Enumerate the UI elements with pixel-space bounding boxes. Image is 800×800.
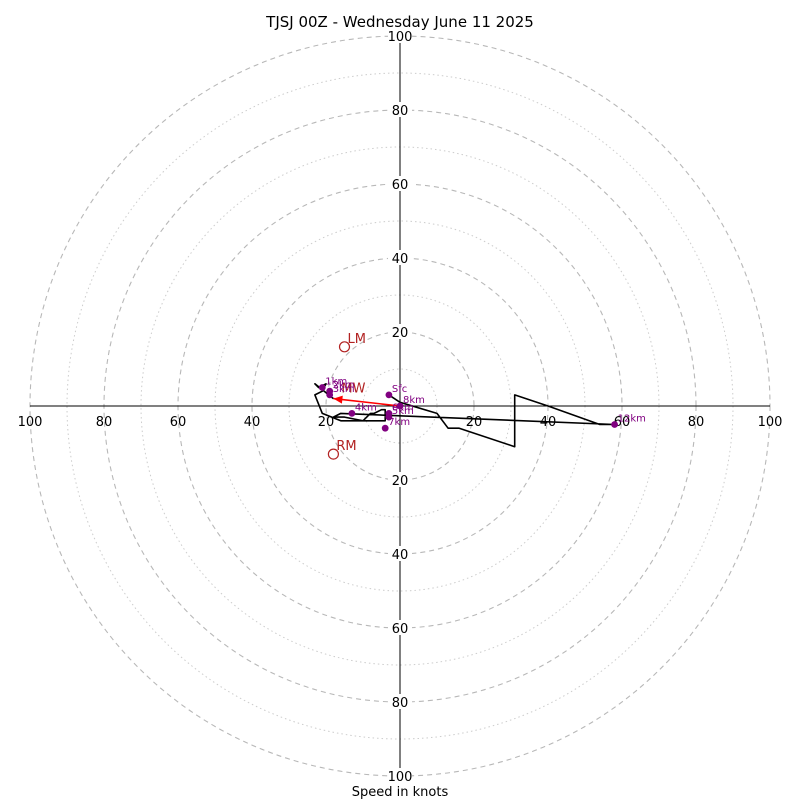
mean-wind-label: MW xyxy=(341,382,365,397)
height-marker-point xyxy=(611,421,618,428)
mean-wind-arrow-shaft xyxy=(333,397,401,407)
x-tick-label: 80 xyxy=(96,415,113,430)
y-tick-label: 20 xyxy=(392,474,409,489)
y-tick-label-background xyxy=(388,694,412,709)
y-tick-label: 60 xyxy=(392,178,409,193)
y-tick-label: 40 xyxy=(392,252,409,267)
y-tick-label-background xyxy=(388,768,412,783)
height-marker-label: 12km xyxy=(618,414,646,425)
y-tick-label-background xyxy=(388,102,412,117)
storm-motion-marker xyxy=(338,341,351,353)
y-tick-label-background xyxy=(388,620,412,635)
y-tick-label: 40 xyxy=(392,548,409,563)
y-tick-label: 60 xyxy=(392,622,409,637)
x-tick-label: 100 xyxy=(758,415,783,430)
height-marker-label: 6km xyxy=(392,402,414,413)
storm-motion-marker xyxy=(327,448,339,460)
hodograph-trace xyxy=(314,383,616,448)
y-tick-label-background xyxy=(388,546,412,561)
x-tick-label: 100 xyxy=(18,415,43,430)
height-marker-point xyxy=(326,391,334,399)
x-tick-label: 20 xyxy=(466,415,483,430)
x-tick-label: 80 xyxy=(688,415,705,430)
x-axis-label: Speed in knots xyxy=(352,785,449,800)
mean-wind-arrow-head xyxy=(333,395,343,404)
y-tick-label: 20 xyxy=(392,326,409,341)
x-tick-label: 60 xyxy=(170,415,187,430)
height-marker-point xyxy=(385,410,393,417)
y-tick-label-background xyxy=(388,324,412,339)
height-marker-label: 5km xyxy=(392,406,414,417)
x-tick-label: 20 xyxy=(318,415,335,430)
height-marker-label: Sfc xyxy=(392,384,407,395)
x-tick-label: 40 xyxy=(244,415,261,430)
tick-labels: 100 80 60 40 20 20 40 60 80 100100806040202040608… xyxy=(18,28,783,785)
y-tick-label: 80 xyxy=(392,696,409,711)
y-tick-label-background xyxy=(388,250,412,265)
height-marker-point xyxy=(318,384,326,391)
height-marker-point xyxy=(385,391,393,399)
chart-title: TJSJ 00Z - Wednesday June 11 2025 xyxy=(265,13,534,31)
height-marker-label: 4km xyxy=(355,402,377,413)
height-marker-label: 7km xyxy=(388,417,410,428)
y-tick-label: 80 xyxy=(392,104,409,119)
height-marker-point xyxy=(381,424,389,432)
y-tick-label-background xyxy=(388,176,412,191)
height-marker-label: 8km xyxy=(403,395,425,406)
y-tick-label: 100 xyxy=(388,770,413,785)
storm-motion-label: RM xyxy=(336,439,356,454)
height-marker-label: 2km xyxy=(333,380,355,391)
y-tick-label-background xyxy=(388,472,412,487)
y-tick-label-background xyxy=(388,28,412,43)
y-tick-label: 100 xyxy=(388,30,413,45)
height-marker-point xyxy=(396,402,404,410)
height-marker-point xyxy=(348,410,356,417)
x-tick-label: 60 xyxy=(614,415,631,430)
storm-motion-label: LM xyxy=(348,332,366,347)
height-marker-label: 3km xyxy=(333,384,355,395)
height-marker-label: 1km xyxy=(325,377,347,388)
